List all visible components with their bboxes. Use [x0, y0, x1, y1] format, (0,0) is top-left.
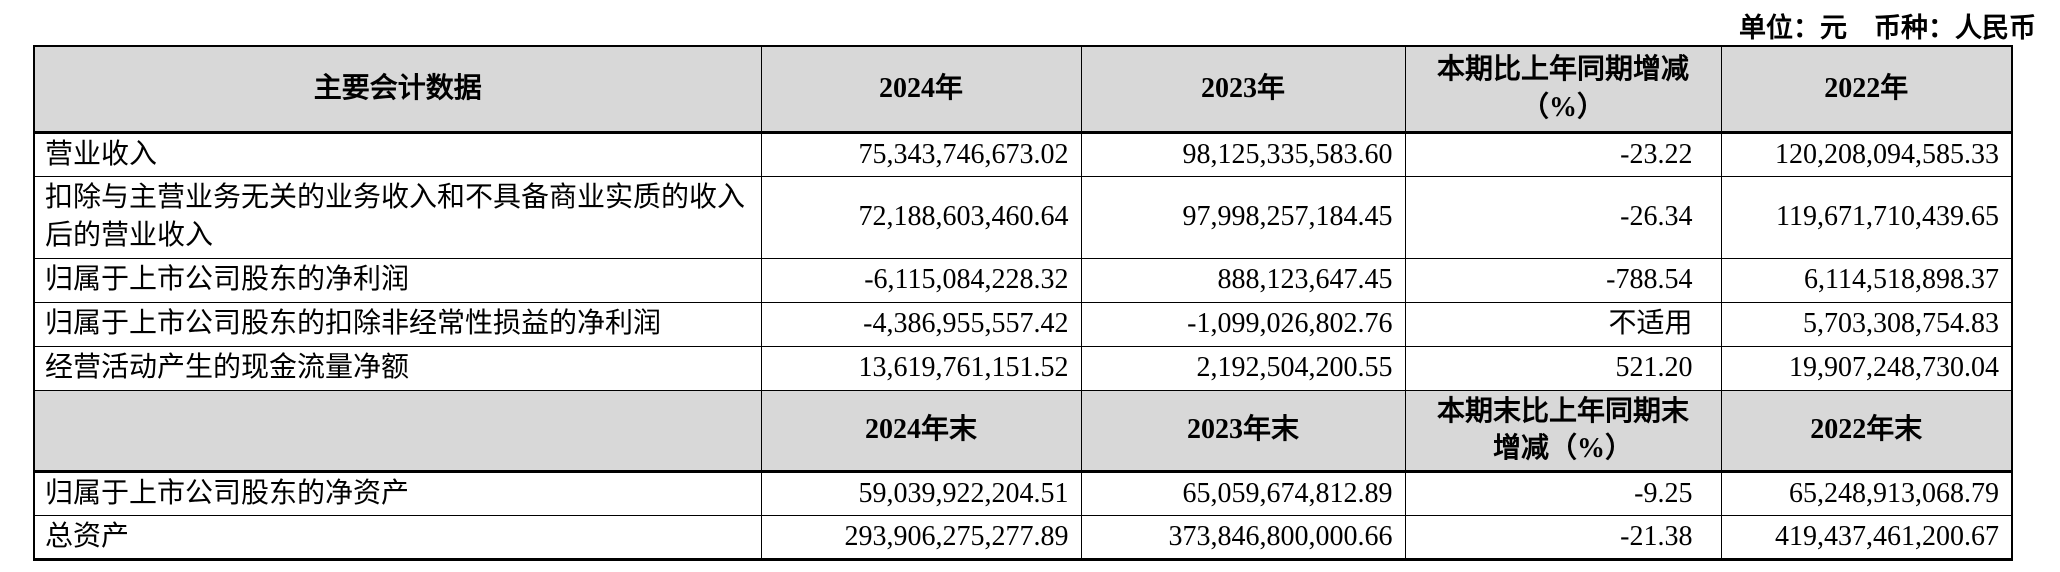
table-row-total-assets: 总资产 293,906,275,277.89 373,846,800,000.6…: [33, 515, 2013, 562]
value-change: -26.34: [1404, 175, 1722, 259]
value-2022: 6,114,518,898.37: [1720, 257, 2013, 303]
value-change: -9.25: [1404, 471, 1722, 517]
header-2022: 2022年: [1720, 45, 2013, 134]
key-accounting-data-table: 主要会计数据 2024年 2023年 本期比上年同期增减 （%） 2022年 营…: [33, 45, 2013, 562]
header-2024-end: 2024年末: [760, 389, 1082, 474]
table-row-operating-cash-flow: 经营活动产生的现金流量净额 13,619,761,151.52 2,192,50…: [33, 345, 2013, 391]
row-label: 归属于上市公司股东的净利润: [33, 257, 762, 303]
table-row-net-profit: 归属于上市公司股东的净利润 -6,115,084,228.32 888,123,…: [33, 257, 2013, 303]
value-2024: -4,386,955,557.42: [760, 301, 1082, 347]
value-2024: -6,115,084,228.32: [760, 257, 1082, 303]
row-label: 归属于上市公司股东的扣除非经常性损益的净利润: [33, 301, 762, 347]
value-change: -23.22: [1404, 131, 1722, 177]
row-label: 总资产: [33, 515, 762, 562]
value-change: 521.20: [1404, 345, 1722, 391]
value-change: -788.54: [1404, 257, 1722, 303]
table-row-revenue: 营业收入 75,343,746,673.02 98,125,335,583.60…: [33, 131, 2013, 177]
value-2024: 75,343,746,673.02: [760, 131, 1082, 177]
value-2024: 72,188,603,460.64: [760, 175, 1082, 259]
row-label: 扣除与主营业务无关的业务收入和不具备商业实质的收入后的营业收入: [33, 175, 762, 259]
value-change: 不适用: [1404, 301, 1722, 347]
header-2023: 2023年: [1080, 45, 1406, 134]
unit-currency-note: 单位：元 币种：人民币: [1739, 13, 2036, 43]
header-period-end-change: 本期末比上年同期末 增减（%）: [1404, 389, 1722, 474]
value-2023: 888,123,647.45: [1080, 257, 1406, 303]
value-2022: 119,671,710,439.65: [1720, 175, 2013, 259]
header-2024: 2024年: [760, 45, 1082, 134]
table-row-revenue-after-deduction: 扣除与主营业务无关的业务收入和不具备商业实质的收入后的营业收入 72,188,6…: [33, 175, 2013, 259]
row-label: 归属于上市公司股东的净资产: [33, 471, 762, 517]
value-2023: 373,846,800,000.66: [1080, 515, 1406, 562]
value-2023: 65,059,674,812.89: [1080, 471, 1406, 517]
table-header-annual: 主要会计数据 2024年 2023年 本期比上年同期增减 （%） 2022年: [33, 45, 2013, 134]
value-2023: -1,099,026,802.76: [1080, 301, 1406, 347]
value-2024: 59,039,922,204.51: [760, 471, 1082, 517]
row-label: 营业收入: [33, 131, 762, 177]
row-label: 经营活动产生的现金流量净额: [33, 345, 762, 391]
value-2022: 65,248,913,068.79: [1720, 471, 2013, 517]
value-2024: 13,619,761,151.52: [760, 345, 1082, 391]
value-2022: 419,437,461,200.67: [1720, 515, 2013, 562]
value-2022: 5,703,308,754.83: [1720, 301, 2013, 347]
value-2023: 2,192,504,200.55: [1080, 345, 1406, 391]
table-row-net-profit-excl-nonrecurring: 归属于上市公司股东的扣除非经常性损益的净利润 -4,386,955,557.42…: [33, 301, 2013, 347]
header-main-metrics: 主要会计数据: [33, 45, 762, 134]
value-2023: 97,998,257,184.45: [1080, 175, 1406, 259]
header-2022-end: 2022年末: [1720, 389, 2013, 474]
table-header-period-end: 2024年末 2023年末 本期末比上年同期末 增减（%） 2022年末: [33, 389, 2013, 474]
value-2022: 120,208,094,585.33: [1720, 131, 2013, 177]
table-row-net-assets: 归属于上市公司股东的净资产 59,039,922,204.51 65,059,6…: [33, 471, 2013, 517]
header-2023-end: 2023年末: [1080, 389, 1406, 474]
value-change: -21.38: [1404, 515, 1722, 562]
header-empty: [33, 389, 762, 474]
value-2023: 98,125,335,583.60: [1080, 131, 1406, 177]
header-yoy-change: 本期比上年同期增减 （%）: [1404, 45, 1722, 134]
value-2022: 19,907,248,730.04: [1720, 345, 2013, 391]
value-2024: 293,906,275,277.89: [760, 515, 1082, 562]
